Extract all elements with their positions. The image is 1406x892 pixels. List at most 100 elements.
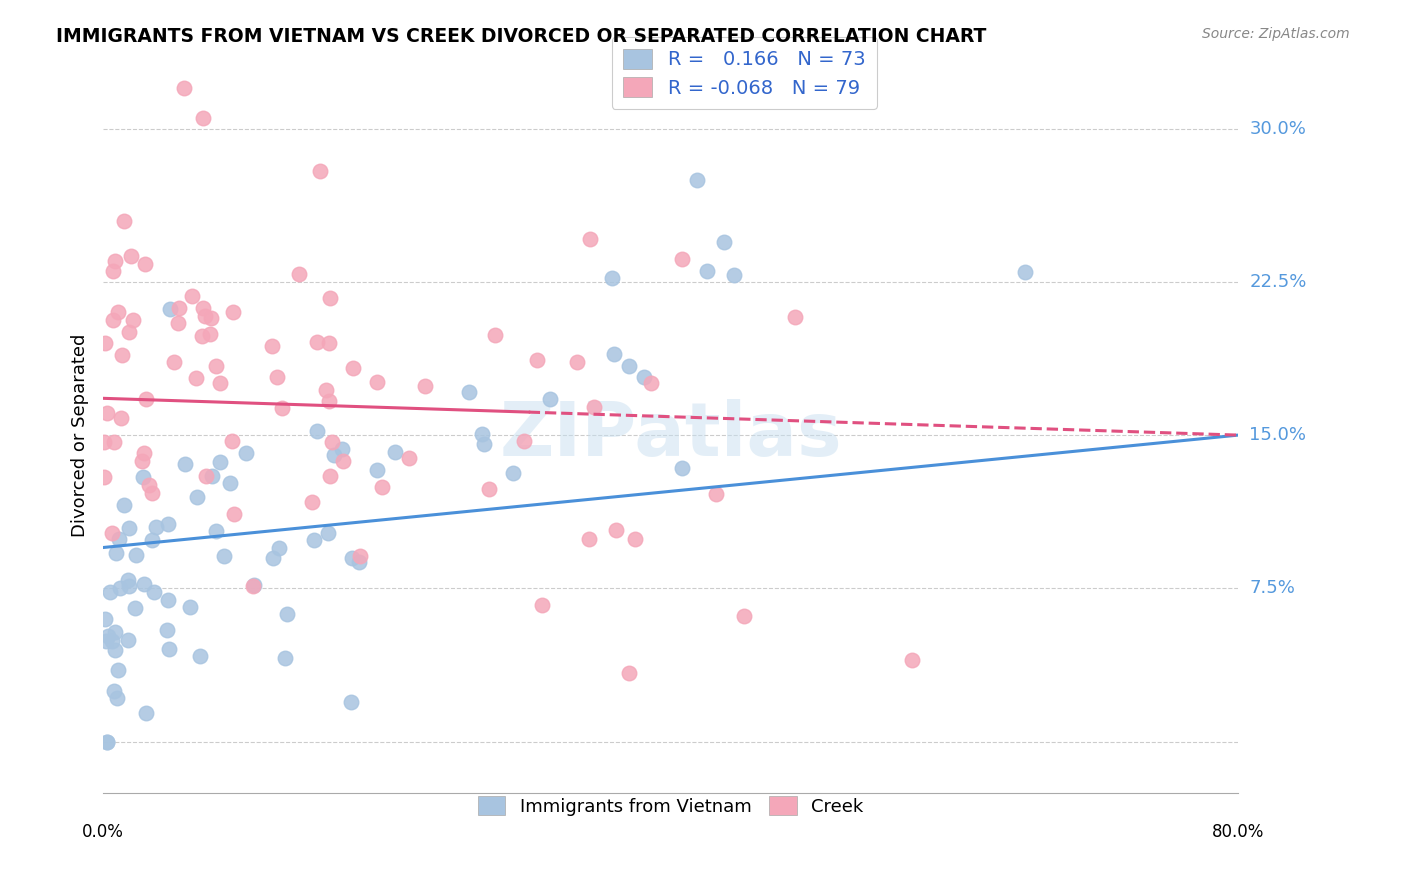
Point	[110, 411, 132, 425]
Point	[96, 734, 118, 748]
Point	[582, 401, 605, 415]
Point	[332, 453, 354, 467]
Point	[318, 335, 340, 350]
Point	[322, 449, 344, 463]
Point	[901, 653, 924, 667]
Point	[191, 329, 214, 343]
Point	[305, 424, 328, 438]
Point	[93, 612, 115, 626]
Point	[174, 457, 197, 471]
Point	[101, 313, 124, 327]
Point	[101, 526, 124, 541]
Point	[179, 599, 201, 614]
Point	[696, 264, 718, 278]
Point	[713, 235, 735, 250]
Point	[191, 112, 214, 126]
Point	[307, 335, 329, 350]
Point	[398, 451, 420, 466]
Point	[117, 633, 139, 648]
Point	[384, 445, 406, 459]
Point	[191, 301, 214, 315]
Point	[221, 305, 243, 319]
Point	[218, 476, 240, 491]
Point	[105, 691, 128, 706]
Point	[316, 525, 339, 540]
Point	[118, 579, 141, 593]
Point	[260, 339, 283, 353]
Point	[208, 376, 231, 390]
Point	[111, 348, 134, 362]
Text: 30.0%: 30.0%	[1250, 120, 1306, 137]
Point	[276, 607, 298, 622]
Point	[159, 301, 181, 316]
Point	[188, 648, 211, 663]
Point	[163, 355, 186, 369]
Point	[513, 434, 536, 449]
Point	[186, 490, 208, 504]
Point	[180, 289, 202, 303]
Point	[134, 577, 156, 591]
Point	[104, 642, 127, 657]
Point	[617, 665, 640, 680]
Point	[117, 573, 139, 587]
Point	[340, 695, 363, 709]
Point	[104, 624, 127, 639]
Point	[704, 487, 727, 501]
Point	[138, 477, 160, 491]
Text: 0.0%: 0.0%	[82, 823, 124, 841]
Point	[565, 355, 588, 369]
Point	[108, 581, 131, 595]
Point	[184, 370, 207, 384]
Point	[94, 336, 117, 351]
Point	[195, 469, 218, 483]
Point	[458, 384, 481, 399]
Point	[349, 549, 371, 563]
Point	[484, 328, 506, 343]
Text: 7.5%: 7.5%	[1250, 580, 1295, 598]
Point	[274, 650, 297, 665]
Point	[578, 532, 600, 546]
Point	[342, 361, 364, 376]
Point	[169, 301, 191, 315]
Point	[1014, 264, 1036, 278]
Point	[671, 461, 693, 475]
Point	[194, 309, 217, 323]
Point	[105, 546, 128, 560]
Point	[371, 480, 394, 494]
Point	[308, 164, 330, 178]
Point	[301, 495, 323, 509]
Point	[477, 482, 499, 496]
Point	[471, 426, 494, 441]
Point	[502, 466, 524, 480]
Point	[93, 434, 115, 449]
Point	[112, 213, 135, 227]
Point	[101, 264, 124, 278]
Point	[318, 393, 340, 408]
Point	[200, 310, 222, 325]
Text: 22.5%: 22.5%	[1250, 273, 1306, 291]
Point	[131, 453, 153, 467]
Point	[117, 325, 139, 339]
Point	[302, 533, 325, 547]
Point	[134, 446, 156, 460]
Point	[156, 516, 179, 531]
Point	[266, 370, 288, 384]
Point	[145, 520, 167, 534]
Point	[235, 446, 257, 460]
Point	[135, 706, 157, 721]
Point	[209, 455, 232, 469]
Point	[723, 268, 745, 282]
Point	[104, 254, 127, 268]
Point	[605, 523, 627, 537]
Point	[287, 267, 309, 281]
Point	[733, 609, 755, 624]
Point	[173, 80, 195, 95]
Point	[785, 310, 807, 324]
Point	[120, 249, 142, 263]
Point	[204, 359, 226, 373]
Point	[243, 578, 266, 592]
Point	[96, 406, 118, 420]
Point	[538, 392, 561, 407]
Point	[633, 370, 655, 384]
Text: Source: ZipAtlas.com: Source: ZipAtlas.com	[1202, 27, 1350, 41]
